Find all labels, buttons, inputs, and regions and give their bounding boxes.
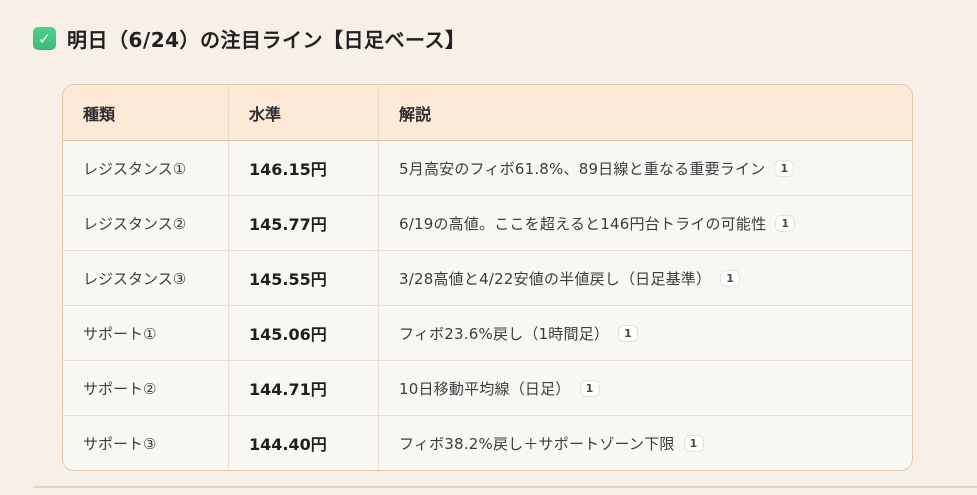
citation-badge[interactable]: 1 [720, 269, 741, 287]
column-header-type: 種類 [83, 104, 116, 124]
desc-text: フィボ23.6%戻し（1時間足） [399, 324, 610, 343]
level-cell: 145.55円 [228, 251, 378, 305]
desc-cell: フィボ23.6%戻し（1時間足） 1 [378, 306, 912, 360]
citation-badge[interactable]: 1 [618, 324, 639, 342]
desc-cell: 6/19の高値。ここを超えると146円台トライの可能性 1 [378, 196, 912, 250]
desc-cell: 3/28高値と4/22安値の半値戻し（日足基準） 1 [378, 251, 912, 305]
citation-badge[interactable]: 1 [774, 159, 795, 177]
table-row-resistance-2: レジスタンス② 145.77円 6/19の高値。ここを超えると146円台トライの… [63, 195, 912, 250]
level-cell: 144.71円 [228, 361, 378, 415]
desc-text: フィボ38.2%戻し＋サポートゾーン下限 [399, 434, 675, 453]
desc-text: 5月高安のフィボ61.8%、89日線と重なる重要ライン [399, 159, 766, 178]
table-header-row: 種類 水準 解説 [63, 85, 912, 140]
level-cell: 146.15円 [228, 141, 378, 195]
column-header-level: 水準 [228, 85, 378, 140]
type-cell: レジスタンス① [83, 159, 187, 178]
desc-cell: フィボ38.2%戻し＋サポートゾーン下限 1 [378, 416, 912, 470]
check-mark-icon: ✓ [33, 27, 56, 50]
desc-text: 10日移動平均線（日足） [399, 379, 571, 398]
table-row-resistance-1: レジスタンス① 146.15円 5月高安のフィボ61.8%、89日線と重なる重要… [63, 140, 912, 195]
citation-badge[interactable]: 1 [683, 434, 704, 452]
levels-table: 種類 水準 解説 レジスタンス① 146.15円 5月高安のフィボ61.8%、8… [62, 84, 913, 471]
table-row-support-1: サポート① 145.06円 フィボ23.6%戻し（1時間足） 1 [63, 305, 912, 360]
desc-cell: 5月高安のフィボ61.8%、89日線と重なる重要ライン 1 [378, 141, 912, 195]
page-title: 明日（6/24）の注目ライン【日足ベース】 [67, 28, 466, 52]
type-cell: サポート① [83, 324, 157, 343]
desc-text: 3/28高値と4/22安値の半値戻し（日足基準） [399, 269, 712, 288]
type-cell: サポート② [83, 379, 157, 398]
table-row-support-3: サポート③ 144.40円 フィボ38.2%戻し＋サポートゾーン下限 1 [63, 415, 912, 470]
level-cell: 144.40円 [228, 416, 378, 470]
table-row-resistance-3: レジスタンス③ 145.55円 3/28高値と4/22安値の半値戻し（日足基準）… [63, 250, 912, 305]
level-cell: 145.77円 [228, 196, 378, 250]
section-divider [33, 486, 977, 488]
section-heading: ✓ 明日（6/24）の注目ライン【日足ベース】 [33, 24, 466, 53]
citation-badge[interactable]: 1 [579, 379, 600, 397]
desc-cell: 10日移動平均線（日足） 1 [378, 361, 912, 415]
table-row-support-2: サポート② 144.71円 10日移動平均線（日足） 1 [63, 360, 912, 415]
type-cell: レジスタンス③ [83, 269, 187, 288]
citation-badge[interactable]: 1 [775, 214, 796, 232]
type-cell: レジスタンス② [83, 214, 187, 233]
type-cell: サポート③ [83, 434, 157, 453]
column-header-desc: 解説 [378, 85, 912, 140]
desc-text: 6/19の高値。ここを超えると146円台トライの可能性 [399, 214, 767, 233]
level-cell: 145.06円 [228, 306, 378, 360]
